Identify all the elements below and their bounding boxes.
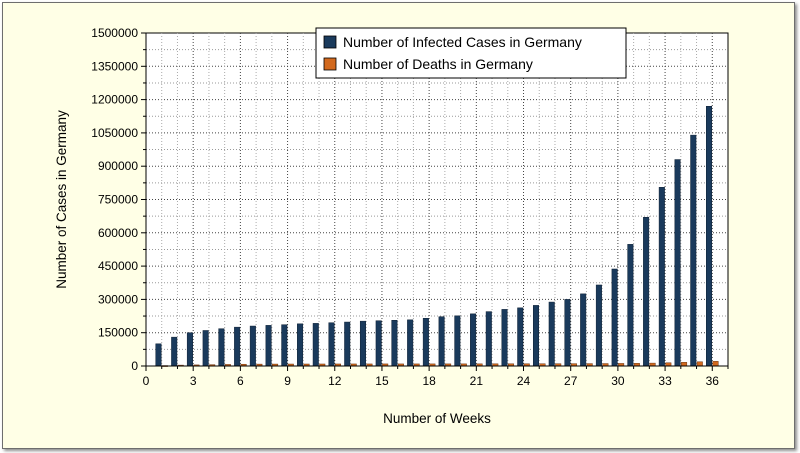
bar-infected xyxy=(265,325,272,367)
y-axis-title: Number of Cases in Germany xyxy=(54,110,69,289)
bar-infected xyxy=(643,217,650,367)
bar-infected xyxy=(375,320,382,367)
x-tick-label: 12 xyxy=(328,374,342,388)
bar-infected xyxy=(674,159,681,367)
bar-infected xyxy=(485,311,492,367)
bar-infected xyxy=(297,323,304,367)
bar-infected xyxy=(595,284,602,367)
bar-deaths xyxy=(712,361,719,367)
y-tick-label: 450000 xyxy=(98,259,138,273)
x-tick-label: 36 xyxy=(706,374,720,388)
x-tick-labels: 0 3 6 9 12 15 18 21 24 27 30 33 36 xyxy=(143,374,720,388)
bar-infected xyxy=(218,328,225,367)
x-axis-title: Number of Weeks xyxy=(383,411,491,426)
bar-deaths xyxy=(681,362,688,367)
legend: Number of Infected Cases in Germany Numb… xyxy=(315,27,627,79)
y-tick-label: 600000 xyxy=(98,226,138,240)
legend-label-infected: Number of Infected Cases in Germany xyxy=(343,34,582,50)
x-tick-label: 6 xyxy=(237,374,244,388)
bar-infected xyxy=(344,321,351,367)
axes xyxy=(141,32,729,371)
bar-infected xyxy=(328,322,335,367)
bar-infected xyxy=(706,106,713,367)
bar-infected xyxy=(548,301,555,367)
y-tick-labels: 0 150000 300000 450000 600000 750000 900000 105… xyxy=(91,26,138,373)
bar-infected xyxy=(391,320,398,367)
bar-infected xyxy=(312,323,319,367)
legend-box xyxy=(315,27,627,79)
y-tick-label: 1350000 xyxy=(91,59,138,73)
y-tick-label: 900000 xyxy=(98,159,138,173)
bar-infected xyxy=(438,316,445,367)
y-tick-label: 1500000 xyxy=(91,26,138,40)
y-tick-label: 1050000 xyxy=(91,126,138,140)
x-tick-label: 33 xyxy=(658,374,672,388)
bar-infected xyxy=(422,318,429,367)
bar-infected xyxy=(454,315,461,367)
bar-infected xyxy=(611,268,618,367)
bar-infected xyxy=(407,319,414,367)
bar-infected xyxy=(249,325,256,367)
x-tick-label: 9 xyxy=(284,374,291,388)
bar-infected xyxy=(532,305,539,367)
x-tick-label: 24 xyxy=(517,374,531,388)
x-tick-label: 3 xyxy=(190,374,197,388)
gridlines xyxy=(146,33,728,366)
bar-infected xyxy=(501,309,508,367)
x-tick-label: 0 xyxy=(143,374,150,388)
bar-infected xyxy=(281,324,288,367)
x-tick-label: 27 xyxy=(564,374,578,388)
bar-infected xyxy=(658,187,665,367)
bar-deaths xyxy=(696,361,703,367)
bar-infected xyxy=(171,336,178,367)
bar-infected xyxy=(202,330,209,367)
x-tick-label: 21 xyxy=(470,374,484,388)
bar-infected xyxy=(359,320,366,367)
bar-infected xyxy=(564,299,571,367)
y-tick-label: 1200000 xyxy=(91,93,138,107)
bar-infected xyxy=(470,313,477,367)
bar-infected xyxy=(155,343,162,367)
legend-swatch-deaths xyxy=(323,57,337,71)
legend-swatch-infected xyxy=(323,35,337,49)
y-tick-label: 0 xyxy=(131,359,138,373)
y-tick-label: 750000 xyxy=(98,193,138,207)
bar-infected xyxy=(186,332,193,367)
bar-infected xyxy=(580,293,587,367)
bar-infected xyxy=(690,134,697,367)
x-tick-label: 18 xyxy=(422,374,436,388)
y-tick-label: 150000 xyxy=(98,326,138,340)
bar-infected xyxy=(234,326,241,367)
bar-infected xyxy=(517,307,524,367)
legend-label-deaths: Number of Deaths in Germany xyxy=(343,56,533,72)
bar-infected xyxy=(627,244,634,367)
y-tick-label: 300000 xyxy=(98,292,138,306)
x-tick-label: 15 xyxy=(375,374,389,388)
x-tick-label: 30 xyxy=(611,374,625,388)
